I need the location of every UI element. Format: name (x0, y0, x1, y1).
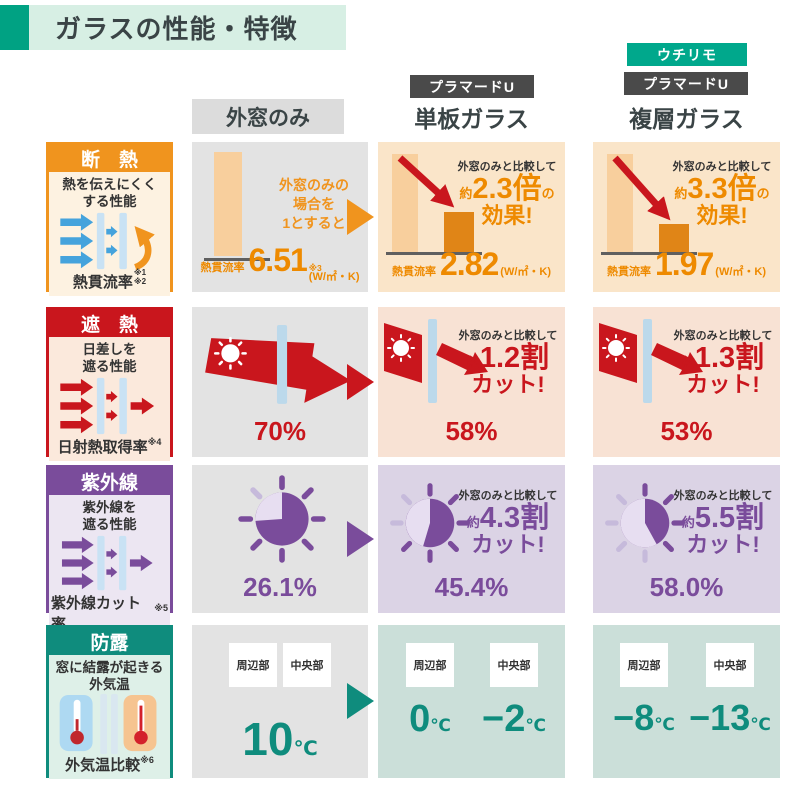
uv-single-sun-pie (390, 483, 470, 563)
condensation-label-title: 防露 (49, 628, 170, 655)
shading-double-cell: 外窓のみと比較して 約1.3割 カット! 53% (593, 307, 780, 457)
badge-uchirimo: ウチリモ (627, 43, 747, 66)
uv-outer-cell: 26.1% (192, 465, 368, 613)
shading-label-box: 遮 熱 日差しを 遮る性能 日射熱取得率 ※4 (46, 307, 173, 461)
uv-single-cell: 外窓のみと比較して 約4.3割 カット! 45.4% (378, 465, 565, 613)
condensation-thermometers-icon (59, 693, 156, 754)
insulation-double-value: 熱貫流率 1.97 (W/㎡・K) (607, 246, 766, 282)
insulation-outer-value: 熱貫流率 6.51 ※3 (W/㎡・K) (200, 241, 360, 283)
uv-outer-sun-pie (238, 475, 326, 563)
condensation-desc: 窓に結露が起きる 外気温 (55, 660, 164, 692)
uv-block-icon (61, 535, 153, 590)
shading-desc: 日差しを 遮る性能 (82, 342, 137, 374)
shading-single-value: 58% (445, 416, 498, 446)
uv-label-box: 紫外線 紫外線を 遮る性能 紫外線カット率※5 (46, 465, 173, 638)
insulation-label-title: 断 熱 (49, 145, 170, 172)
uv-outer-value: 26.1% (243, 572, 317, 602)
badge-plamade-u-double: プラマードU (624, 72, 748, 95)
uv-label-title: 紫外線 (49, 468, 170, 495)
badge-perimeter: 周辺部 (406, 643, 454, 687)
uv-double-claim: 外窓のみと比較して 約5.5割 カット! (673, 490, 773, 558)
condensation-single-cell: 周辺部 0℃ 中央部 −2℃ (378, 625, 565, 778)
shading-single-claim: 外窓のみと比較して 約1.2割 カット! (458, 330, 558, 398)
shading-outer-value: 70% (253, 416, 307, 446)
flow-arrow-insulation (347, 199, 374, 235)
condensation-double-perimeter-value: −8℃ (613, 697, 675, 738)
shading-outer-arrow-icon (205, 325, 351, 404)
insulation-outer-cell: 外窓のみの 場合を 1とすると 熱貫流率 6.51 ※3 (W/㎡・K) (192, 142, 368, 292)
shading-double-claim: 外窓のみと比較して 約1.3割 カット! (673, 330, 773, 398)
condensation-double-center-value: −13℃ (689, 697, 771, 738)
insulation-outer-bar-chart (204, 152, 270, 261)
uv-double-cell: 外窓のみと比較して 約5.5割 カット! 58.0% (593, 465, 780, 613)
condensation-outer-cell: 周辺部 中央部 10℃ (192, 625, 368, 778)
shading-double-cut-icon (599, 319, 703, 403)
flow-arrow-condensation (347, 683, 374, 719)
insulation-double-claim: 外窓のみと比較して 約3.3倍の 効果! (672, 161, 772, 229)
insulation-single-cell: 外窓のみと比較して 約2.3倍の 効果! 熱貫流率 2.82 (W/㎡・K) (378, 142, 565, 292)
badge-perimeter: 周辺部 (620, 643, 668, 687)
shading-outer-cell: 70% (192, 307, 368, 457)
condensation-double-cell: 周辺部 −8℃ 中央部 −13℃ (593, 625, 780, 778)
header-single-glass: 単板ガラス (414, 106, 529, 132)
badge-plamade-u-single: プラマードU (410, 75, 534, 98)
insulation-double-cell: 外窓のみと比較して 約3.3倍の 効果! 熱貫流率 1.97 (W/㎡・K) (593, 142, 780, 292)
header-outer-only: 外窓のみ (192, 99, 344, 134)
shading-single-cut-icon (384, 319, 488, 403)
shading-metric: 日射熱取得率 ※4 (57, 436, 162, 456)
condensation-single-perimeter-value: 0℃ (409, 698, 451, 740)
insulation-single-value: 熱貫流率 2.82 (W/㎡・K) (392, 246, 551, 282)
flow-arrow-uv (347, 521, 374, 557)
insulation-label-box: 断 熱 熱を伝えにくく する性能 熱貫流率 ※1 ※2 (46, 142, 173, 296)
insulation-metric: 熱貫流率 ※1 ※2 (72, 268, 147, 291)
uv-single-value: 45.4% (434, 572, 509, 602)
badge-center: 中央部 (283, 643, 331, 687)
insulation-baseline-note: 外窓のみの 場合を 1とすると (279, 177, 349, 231)
condensation-single-center-value: −2℃ (482, 698, 546, 740)
uv-desc: 紫外線を 遮る性能 (82, 500, 137, 532)
badge-center: 中央部 (706, 643, 754, 687)
flow-arrow-shading (347, 364, 374, 400)
insulation-double-bar-chart (601, 154, 697, 255)
badge-center: 中央部 (490, 643, 538, 687)
uv-single-claim: 外窓のみと比較して 約4.3割 カット! (458, 490, 558, 558)
title-accent-square (0, 5, 29, 50)
insulation-desc: 熱を伝えにくく する性能 (62, 177, 157, 209)
insulation-heat-flow-icon (59, 212, 155, 271)
uv-double-sun-pie (605, 483, 685, 563)
page-title: ガラスの性能・特徴 (55, 14, 298, 44)
shading-single-cell: 外窓のみと比較して 約1.2割 カット! 58% (378, 307, 565, 457)
badge-perimeter: 周辺部 (229, 643, 277, 687)
condensation-label-box: 防露 窓に結露が起きる 外気温 外気温比較 ※6 (46, 625, 173, 779)
insulation-single-bar-chart (386, 154, 482, 255)
title-bar: ガラスの性能・特徴 (29, 5, 346, 50)
uv-double-value: 58.0% (649, 572, 724, 602)
shading-label-title: 遮 熱 (49, 310, 170, 337)
condensation-outer-value: 10℃ (242, 713, 318, 765)
insulation-single-claim: 外窓のみと比較して 約2.3倍の 効果! (457, 161, 557, 229)
shading-double-value: 53% (660, 416, 713, 446)
header-double-glass: 複層ガラス (629, 106, 744, 132)
condensation-metric: 外気温比較 ※6 (65, 754, 154, 774)
shading-sun-block-icon (59, 377, 154, 434)
